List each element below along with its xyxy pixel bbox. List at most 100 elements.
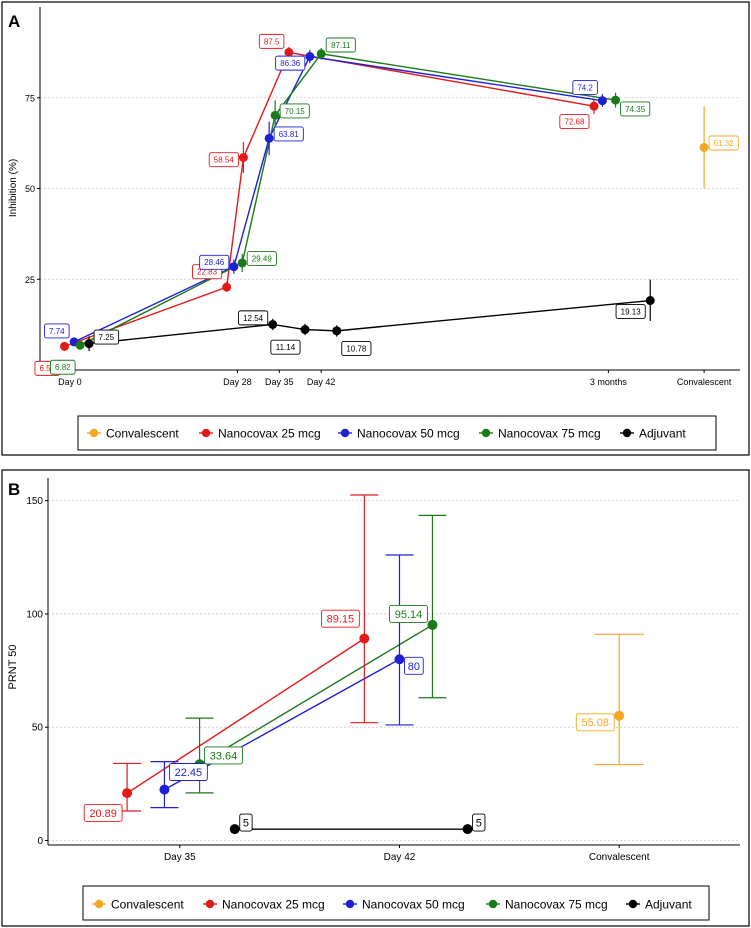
panel-a-y-tick-label: 25 [25,275,35,285]
panel-a-y-tick-label: 75 [25,93,35,103]
panel-a-legend-swatch [622,428,632,438]
panel-b-legend-item-convalescent: Convalescent [92,898,184,912]
panel-a-data-label-text: 6.82 [55,363,71,372]
panel-a-legend-item-convalescent: Convalescent [87,427,179,441]
panel-a-data-label-text: 58.54 [214,156,235,165]
panel-b-data-label-text: 33.64 [210,750,238,762]
panel-a-legend-box [77,415,717,451]
panel-a-line-nanocovax-50-mcg [73,55,603,343]
panel-a-point-nanocovax-75-mcg [611,95,621,105]
panel-a-data-label-text: 87.5 [264,37,280,46]
panel-b: B PRNT 50 0 50 100 150 Day 35 Day 42 Convalesc… [1,469,750,927]
panel-b-legend-item-adjuvant: Adjuvant [626,898,692,912]
panel-b-data-label-nanocovax-25-mcg: 20.89 [83,803,123,822]
panel-b-data-label-text: 95.14 [395,609,423,621]
panel-a-point-nanocovax-75-mcg [316,49,326,59]
panel-a-data-label-nanocovax-75-mcg: 70.15 [279,103,310,119]
panel-b-data-label-nanocovax-25-mcg: 89.15 [320,609,360,628]
panel-a-data-label-box [208,152,239,168]
panel-a-legend-label: Nanocovax 75 mcg [498,427,601,441]
panel-a-data-label-box [93,329,120,345]
panel-a-data-label-nanocovax-50-mcg: 28.46 [199,254,230,270]
panel-a-data-label-text: 28.46 [204,258,225,267]
panel-a-data-label-text: 74.35 [625,105,646,114]
panel-a-x-tick-label-day-0: Day 0 [58,377,82,387]
panel-b-data-label-box [168,763,208,781]
panel-a-data-label-nanocovax-50-mcg: 7.74 [44,323,70,339]
panel-a-data-label-convalescent: 61.32 [708,135,739,151]
panel-a-point-nanocovax-50-mcg [264,133,274,143]
panel-b-data-label-text: 55.08 [581,717,609,729]
panel-a-data-label-text: 10.78 [346,344,367,353]
panel-a-y-tick-label: 50 [25,184,35,194]
panel-b-data-label-box [404,656,424,675]
panel-a-data-label-text: 72.68 [564,117,585,126]
panel-a-legend-label: Adjuvant [639,427,686,441]
panel-a-point-nanocovax-25-mcg [238,152,248,162]
panel-a-data-label-text: 12.54 [243,314,264,323]
panel-b-point-adjuvant [462,824,473,835]
panel-b-point-nanocovax-25-mcg [359,633,370,644]
panel-a-point-nanocovax-25-mcg [60,341,70,351]
panel-b-legend-swatch [345,899,355,909]
panel-a-legend-item-adjuvant: Adjuvant [620,427,686,441]
panel-a-data-label-adjuvant: 10.78 [341,341,372,356]
panel-a-data-label-adjuvant: 7.25 [93,329,120,345]
panel-a-data-label-text: 19.13 [621,307,642,316]
panel-b-legend-swatch [488,899,498,909]
panel-a-data-label-text: 86.36 [280,59,301,68]
panel-a-legend-swatch [481,428,491,438]
panel-b-letter: B [8,480,20,499]
panel-a-point-adjuvant [645,296,655,306]
panel-a-data-label-box [279,103,310,119]
panel-a-x-tick-label-convalescent: Convalescent [677,377,732,387]
panel-a-point-nanocovax-50-mcg [305,52,315,62]
panel-b-y-tick-label: 100 [26,609,43,620]
panel-b-legend-label: Nanocovax 50 mcg [362,898,465,912]
panel-b-data-label-box [239,813,253,832]
panel-b-data-label-box [389,604,428,623]
panel-b-data-label-box [83,803,123,822]
panel-a-legend-item-nanocovax-75-mcg: Nanocovax 75 mcg [479,427,601,441]
panel-b-legend-label: Adjuvant [645,898,692,912]
panel-a-legend-label: Nanocovax 25 mcg [218,427,321,441]
panel-b-y-tick-label: 150 [26,496,43,507]
panel-a-x-tick-label-day-42: Day 42 [307,377,336,387]
panel-b-legend-swatch [205,899,215,909]
panel-a-point-adjuvant [300,325,310,335]
panel-a-legend-swatch [340,428,350,438]
panel-a-data-label-adjuvant: 19.13 [615,304,646,320]
panel-a-data-label-nanocovax-25-mcg: 87.5 [258,33,285,49]
panel-a-data-label-nanocovax-75-mcg: 6.82 [50,359,76,375]
panel-a-letter: A [8,12,20,31]
panel-a-plot: 25 50 75 Day 0 Day 28 Day 35 Day 42 3 months Con… [25,7,740,387]
panel-a-point-nanocovax-25-mcg [589,101,599,111]
panel-a-data-label-box [572,80,598,95]
panel-a-data-label-box [246,251,277,267]
panel-a-point-nanocovax-50-mcg [229,262,239,272]
panel-b-data-label-nanocovax-50-mcg: 22.45 [168,763,208,781]
panel-b-data-label-nanocovax-75-mcg: 95.14 [389,604,428,623]
panel-b-legend: Convalescent Nanocovax 25 mcg Nanocovax 50… [82,885,710,921]
panel-b-data-label-box [472,813,486,832]
panel-a-data-label-box [44,323,70,339]
panel-a-x-tick-label-3-months: 3 months [590,377,628,387]
panel-a-data-label-box [559,114,590,130]
panel-a-data-label-box [708,135,739,151]
panel-b-x-tick-label-convalescent: Convalescent [589,852,650,863]
panel-b-legend-item-nanocovax-75-mcg: Nanocovax 75 mcg [486,898,608,912]
panel-b-data-label-box [204,746,243,765]
panel-b-legend-label: Convalescent [111,898,184,912]
panel-b-data-label-convalescent: 55.08 [575,713,615,732]
panel-b-legend-label: Nanocovax 25 mcg [222,898,325,912]
panel-b-plot: 0 50 100 150 Day 35 Day 42 Convalescent 20.89 89… [26,478,740,863]
panel-a-data-label-text: 70.15 [285,107,306,116]
panel-a-data-label-box [325,37,356,53]
panel-b-legend-item-nanocovax-50-mcg: Nanocovax 50 mcg [343,898,465,912]
panel-a-data-label-text: 11.14 [276,343,296,352]
panel-a-data-label-nanocovax-75-mcg: 29.49 [246,251,277,267]
panel-a-point-convalescent [699,142,709,152]
panel-b-line-nanocovax-75-mcg [199,624,433,765]
panel-a-data-label-adjuvant: 12.54 [238,310,269,326]
panel-a-data-label-text: 61.32 [714,139,735,148]
